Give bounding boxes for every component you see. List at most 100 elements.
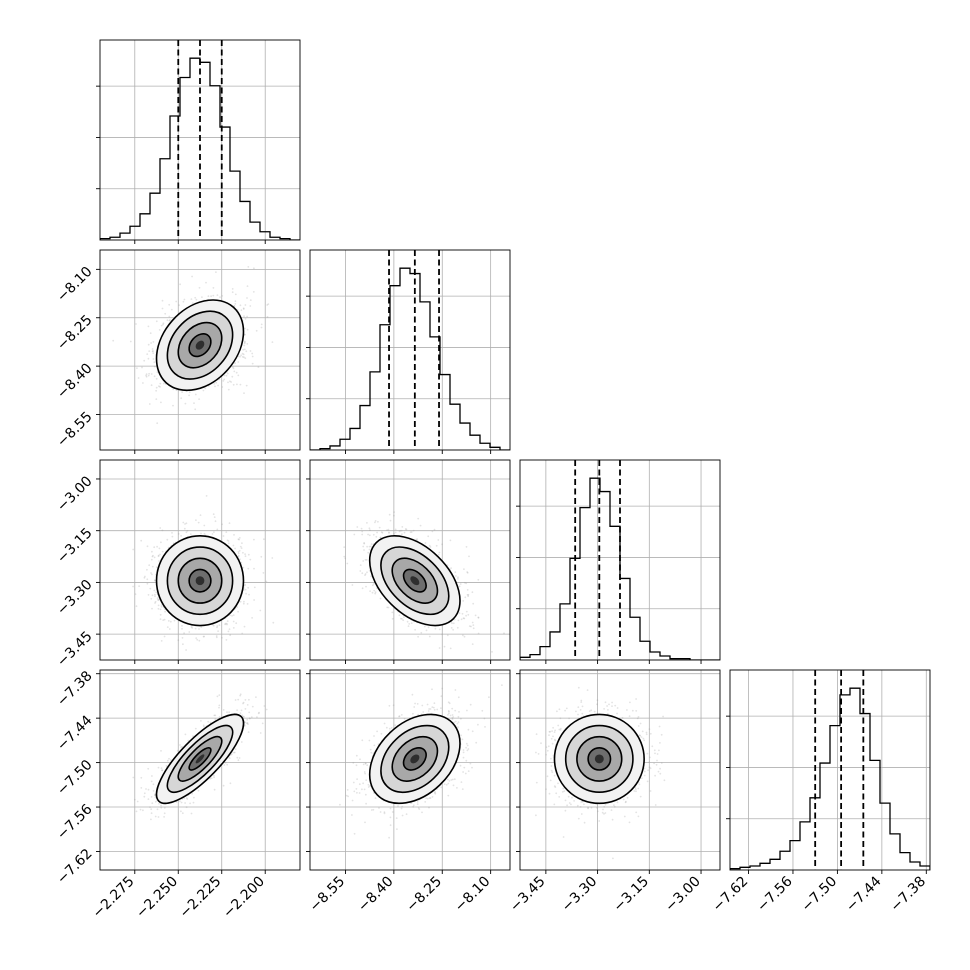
- scatter-point: [129, 340, 132, 343]
- scatter-point: [466, 594, 469, 596]
- scatter-point: [135, 605, 138, 608]
- scatter-point: [213, 516, 216, 518]
- scatter-point: [465, 610, 468, 613]
- scatter-point: [424, 542, 427, 544]
- scatter-point: [405, 528, 408, 531]
- scatter-point: [141, 366, 143, 369]
- scatter-point: [169, 319, 171, 321]
- scatter-point: [147, 374, 150, 377]
- scatter-point: [271, 557, 274, 559]
- scatter-point: [437, 553, 440, 556]
- scatter-point: [157, 598, 160, 601]
- scatter-point: [244, 588, 247, 591]
- scatter-point: [365, 559, 368, 561]
- scatter-point: [244, 327, 246, 330]
- scatter-point: [143, 359, 146, 362]
- scatter-point: [214, 718, 217, 721]
- scatter-point: [369, 590, 371, 592]
- scatter-point: [234, 748, 237, 751]
- scatter-point: [161, 307, 164, 310]
- scatter-point: [477, 616, 480, 619]
- scatter-point: [157, 604, 160, 607]
- scatter-point: [246, 315, 249, 318]
- scatter-point: [219, 296, 221, 298]
- scatter-point: [243, 348, 246, 351]
- scatter-point: [477, 632, 480, 635]
- scatter-point: [147, 594, 150, 596]
- scatter-point: [443, 645, 446, 648]
- scatter-point: [367, 533, 369, 536]
- scatter-point: [134, 593, 137, 596]
- scatter-point: [132, 585, 135, 588]
- scatter-point: [180, 746, 182, 748]
- scatter-point: [235, 371, 238, 374]
- scatter-point: [259, 609, 262, 612]
- scatter-point: [237, 610, 240, 613]
- scatter-point: [242, 566, 245, 569]
- scatter-point: [143, 576, 146, 579]
- scatter-point: [401, 533, 403, 535]
- scatter-point: [181, 637, 184, 639]
- scatter-point: [256, 716, 258, 718]
- scatter-point: [263, 705, 266, 707]
- scatter-point: [194, 296, 197, 299]
- scatter-point: [159, 527, 162, 529]
- scatter-point: [377, 520, 379, 523]
- scatter-point: [247, 567, 250, 570]
- scatter-point: [157, 555, 160, 558]
- scatter-point: [344, 557, 347, 560]
- scatter-point: [400, 617, 402, 620]
- scatter-point: [452, 622, 455, 625]
- scatter-point: [364, 559, 367, 561]
- scatter-point: [244, 721, 247, 724]
- scatter-point: [346, 562, 349, 565]
- scatter-point: [149, 587, 152, 590]
- scatter-point: [251, 362, 254, 365]
- scatter-point: [388, 532, 390, 534]
- scatter-point: [466, 589, 469, 591]
- scatter-point: [391, 611, 394, 614]
- scatter-point: [195, 298, 198, 301]
- contour-line: [166, 310, 234, 380]
- scatter-point: [146, 545, 149, 548]
- scatter-point: [243, 344, 246, 347]
- scatter-point: [192, 801, 195, 804]
- scatter-point: [370, 575, 372, 578]
- scatter-point: [228, 522, 231, 524]
- scatter-point: [182, 643, 184, 646]
- scatter-point: [147, 767, 150, 770]
- scatter-point: [368, 545, 371, 548]
- scatter-point: [158, 802, 160, 805]
- scatter-point: [212, 294, 215, 297]
- scatter-point: [162, 382, 165, 385]
- scatter-point: [191, 792, 194, 795]
- scatter-point: [380, 531, 383, 533]
- scatter-point: [373, 589, 376, 592]
- scatter-point: [183, 632, 186, 635]
- scatter-point: [244, 553, 247, 555]
- scatter-point: [470, 625, 472, 628]
- scatter-point: [243, 356, 245, 359]
- scatter-point: [160, 806, 163, 809]
- scatter-point: [157, 554, 160, 557]
- scatter-point: [353, 533, 356, 536]
- scatter-point: [160, 640, 163, 642]
- scatter-point: [158, 385, 160, 388]
- scatter-point: [163, 812, 166, 815]
- scatter-point: [237, 554, 240, 557]
- scatter-point: [207, 295, 210, 298]
- density-region: [195, 340, 205, 350]
- scatter-point: [464, 596, 467, 599]
- scatter-point: [151, 555, 154, 558]
- scatter-point: [236, 756, 239, 759]
- scatter-point: [246, 297, 248, 299]
- scatter-point: [435, 544, 438, 547]
- scatter-point: [146, 353, 149, 355]
- scatter-point: [162, 323, 164, 326]
- contour-line: [155, 299, 245, 392]
- scatter-point: [190, 298, 193, 300]
- scatter-point: [246, 603, 249, 605]
- scatter-point: [463, 635, 466, 638]
- scatter-point: [151, 348, 154, 350]
